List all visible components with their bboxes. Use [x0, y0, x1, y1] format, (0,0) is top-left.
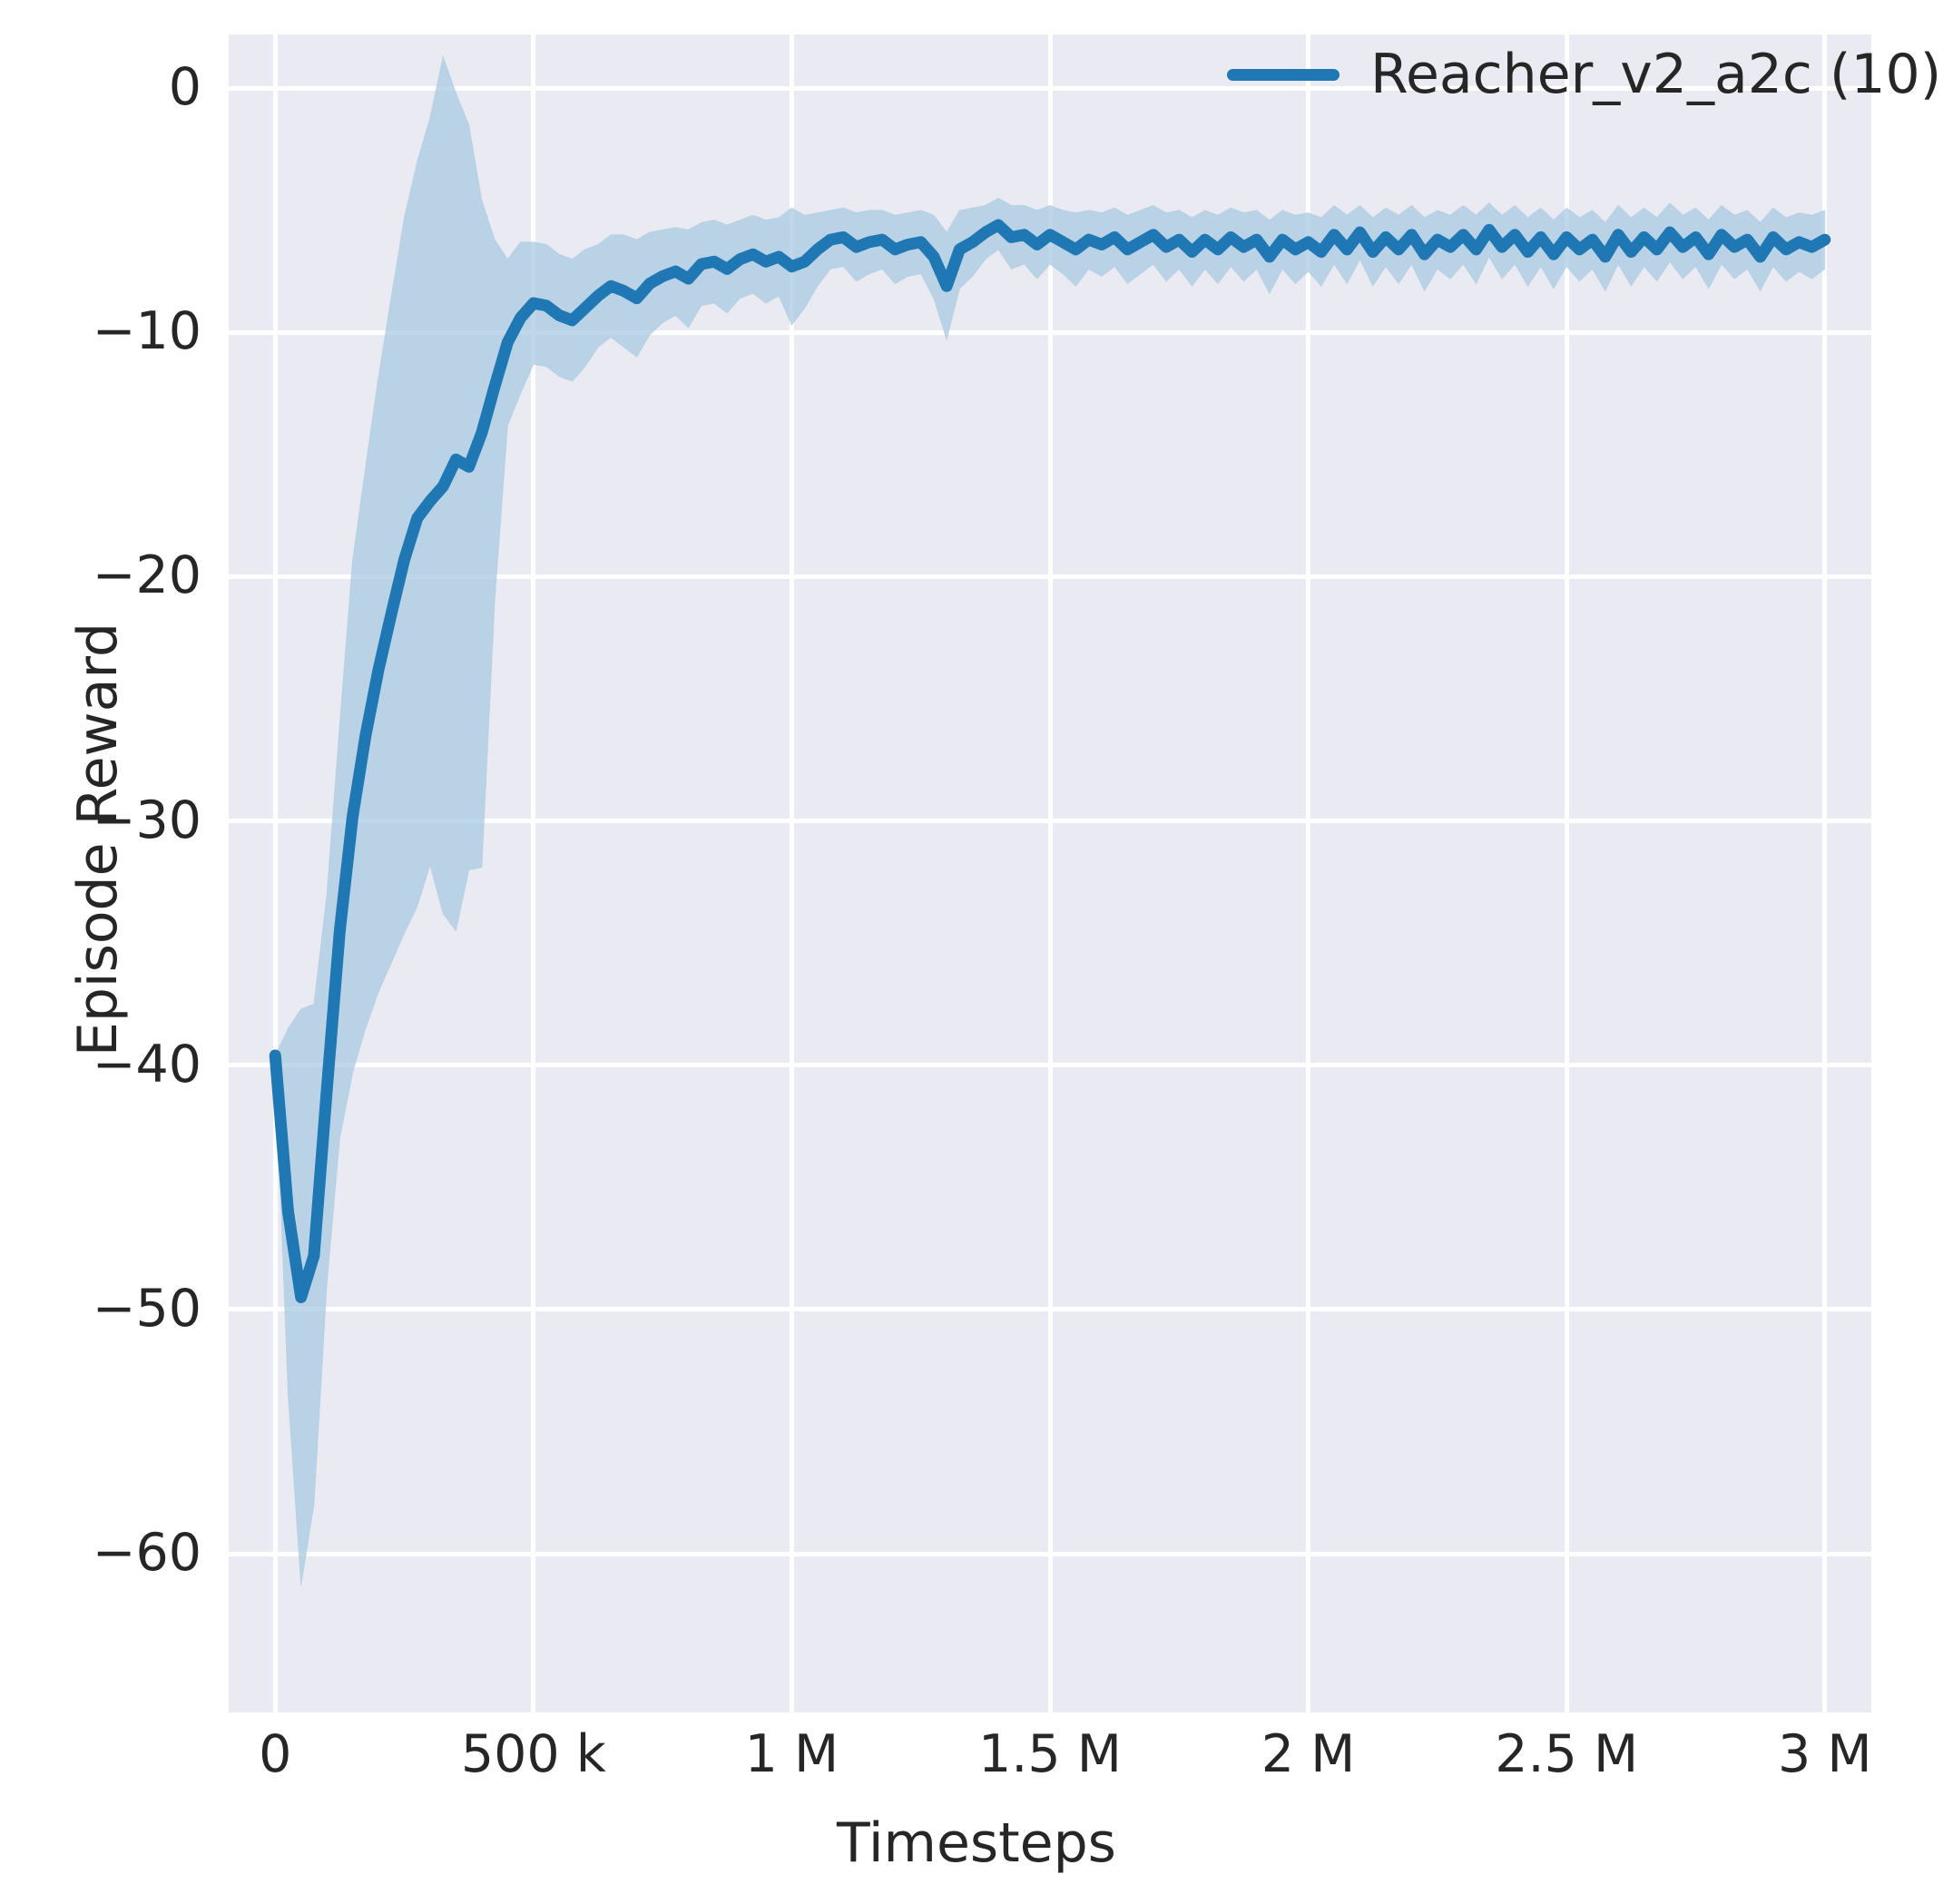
- gridline-vertical: [1822, 34, 1828, 1713]
- x-tick-label: 1 M: [744, 1724, 839, 1784]
- x-tick-label: 0: [259, 1724, 292, 1784]
- chart-canvas: [269, 54, 1831, 1586]
- y-tick-label: −60: [92, 1523, 201, 1584]
- y-tick-label: −50: [92, 1278, 201, 1339]
- gridline-vertical: [1306, 34, 1311, 1713]
- legend-line-swatch: [1227, 68, 1340, 81]
- plot-area: [229, 34, 1871, 1713]
- gridline-vertical: [531, 34, 536, 1713]
- x-axis-label: Timesteps: [837, 1811, 1116, 1875]
- gridline-vertical: [1047, 34, 1053, 1713]
- x-tick-label: 2.5 M: [1495, 1724, 1639, 1784]
- x-tick-label: 2 M: [1261, 1724, 1356, 1784]
- x-tick-label: 500 k: [460, 1724, 606, 1784]
- y-axis-label: Episode Reward: [66, 622, 130, 1057]
- y-tick-label: −40: [92, 1034, 201, 1094]
- y-tick-label: −20: [92, 545, 201, 606]
- gridline-vertical: [789, 34, 794, 1713]
- y-tick-label: 0: [168, 57, 201, 118]
- y-tick-label: −30: [92, 790, 201, 850]
- mean-line: [269, 219, 1831, 1303]
- x-tick-label: 3 M: [1777, 1724, 1872, 1784]
- chart-legend: Reacher_v2_a2c (10): [1227, 47, 1941, 102]
- confidence-band: [274, 54, 1826, 1586]
- y-tick-label: −10: [92, 301, 201, 362]
- gridline-vertical: [1564, 34, 1569, 1713]
- x-tick-label: 1.5 M: [978, 1724, 1122, 1784]
- legend-label-reacher-v2-a2c: Reacher_v2_a2c (10): [1370, 43, 1942, 106]
- gridline-vertical: [272, 34, 278, 1713]
